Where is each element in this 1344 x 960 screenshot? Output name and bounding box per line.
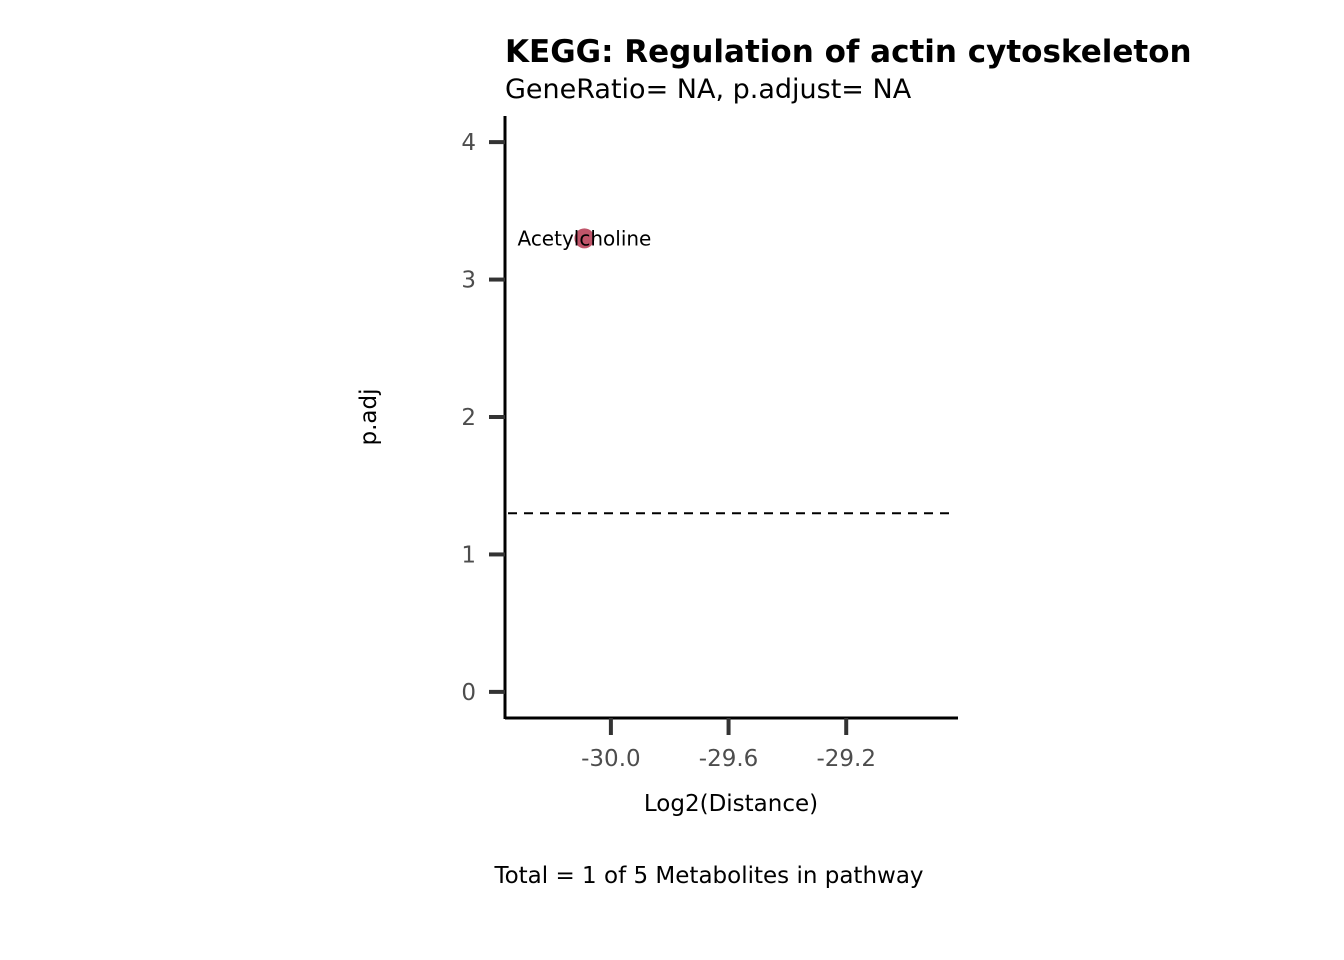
chart-title: KEGG: Regulation of actin cytoskeleton [505,34,1192,70]
y-axis-title: p.adj [356,389,382,446]
y-tick-label: 4 [461,130,476,156]
x-tick-label: -29.6 [699,746,759,772]
x-axis-title: Log2(Distance) [644,791,818,817]
chart-subtitle: GeneRatio= NA, p.adjust= NA [505,74,912,105]
data-point-label: Acetylcholine [517,226,651,250]
chart-caption: Total = 1 of 5 Metabolites in pathway [493,863,923,889]
y-tick-label: 0 [461,680,476,706]
x-tick-label: -30.0 [581,746,641,772]
y-tick-label: 3 [461,268,476,294]
data-point [574,228,595,249]
x-tick-label: -29.2 [816,746,876,772]
y-tick-label: 2 [461,405,476,431]
y-axis-ticks: 0 1 2 3 4 [461,130,505,706]
y-tick-label: 1 [461,542,476,568]
points-layer: Acetylcholine [517,226,651,250]
x-axis-ticks: -30.0 -29.6 -29.2 [581,718,876,772]
